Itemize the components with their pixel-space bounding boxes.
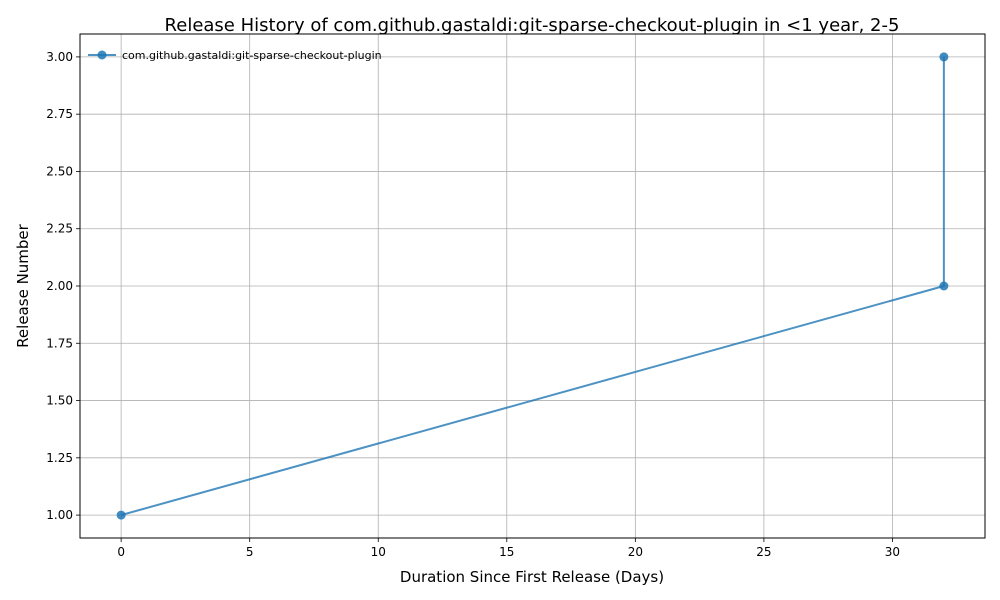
y-tick-label: 1.50 — [46, 394, 73, 408]
x-tick-label: 0 — [117, 545, 125, 559]
x-tick-label: 30 — [885, 545, 900, 559]
chart-title: Release History of com.github.gastaldi:g… — [165, 15, 900, 36]
x-tick-label: 5 — [246, 545, 254, 559]
y-axis-label: Release Number — [14, 223, 32, 347]
x-axis-label: Duration Since First Release (Days) — [400, 568, 664, 586]
y-tick-label: 1.25 — [46, 451, 73, 465]
legend-label: com.github.gastaldi:git-sparse-checkout-… — [122, 49, 382, 62]
data-point — [939, 281, 949, 291]
data-point — [939, 52, 949, 62]
y-tick-label: 1.75 — [46, 336, 73, 350]
x-tick-label: 20 — [628, 545, 643, 559]
x-axis: 0 5 10 15 20 25 30 — [117, 538, 900, 559]
y-tick-label: 1.00 — [46, 508, 73, 522]
x-tick-label: 10 — [371, 545, 386, 559]
legend-marker — [97, 50, 107, 60]
y-tick-label: 2.50 — [46, 164, 73, 178]
y-tick-label: 2.75 — [46, 107, 73, 121]
x-tick-label: 15 — [499, 545, 514, 559]
x-tick-label: 25 — [756, 545, 771, 559]
grid — [80, 34, 985, 538]
y-tick-label: 3.00 — [46, 50, 73, 64]
y-tick-label: 2.00 — [46, 279, 73, 293]
series-layer — [116, 52, 949, 520]
y-axis: 1.00 1.25 1.50 1.75 2.00 2.25 2.50 2.75 3.00 — [46, 50, 80, 522]
data-point — [116, 510, 126, 520]
y-tick-label: 2.25 — [46, 222, 73, 236]
legend: com.github.gastaldi:git-sparse-checkout-… — [88, 49, 382, 62]
